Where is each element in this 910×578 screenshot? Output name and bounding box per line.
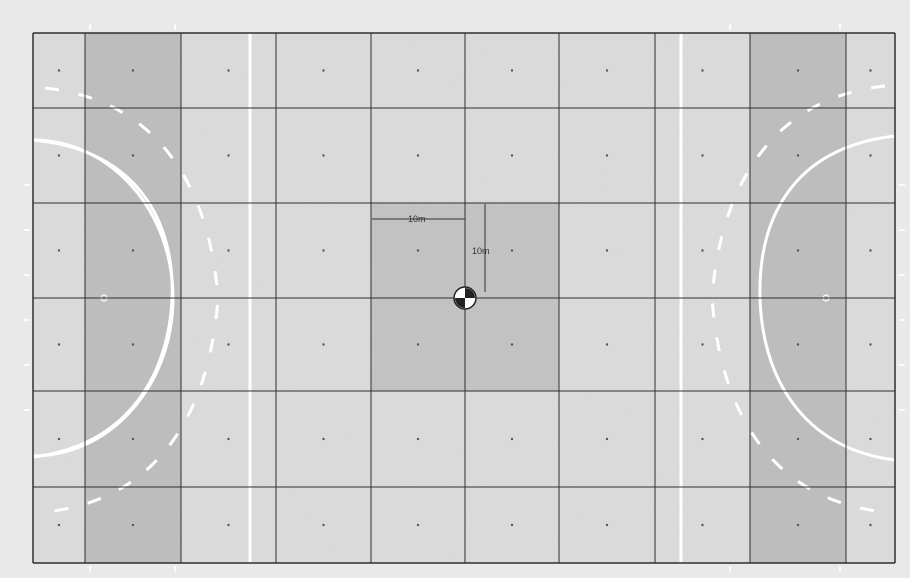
vertical-measure-label: 10m <box>472 246 490 256</box>
cell-center-dot <box>57 154 61 157</box>
cell-center-dot <box>605 343 609 346</box>
cell-center-dot <box>322 69 325 72</box>
cell-center-dot <box>57 249 61 252</box>
cell-center-dot <box>701 523 704 527</box>
cell-center-dot <box>57 523 61 527</box>
cell-center-dot <box>796 523 800 527</box>
grid-lines <box>32 32 896 564</box>
cell-center-dots <box>57 69 872 527</box>
cell-center-dot <box>131 437 135 441</box>
cell-center-dot <box>701 154 704 157</box>
cell-center-dot <box>701 437 704 441</box>
cell-center-dot <box>701 249 704 252</box>
measurement-annotations: 10m 10m <box>372 204 490 292</box>
cell-center-dot <box>57 437 61 441</box>
cell-center-dot <box>605 437 609 441</box>
cell-center-dot <box>869 69 872 72</box>
cell-center-dot <box>605 523 609 527</box>
cell-center-dot <box>227 523 230 527</box>
cell-center-dot <box>510 154 514 157</box>
cell-center-dot <box>510 523 514 527</box>
cell-center-dot <box>869 437 872 441</box>
cell-center-dot <box>131 249 135 252</box>
cell-center-dot <box>416 343 420 346</box>
center-target-icon <box>453 286 477 310</box>
cell-center-dot <box>131 523 135 527</box>
horizontal-measure-label: 10m <box>408 214 426 224</box>
cell-center-dot <box>322 437 325 441</box>
cell-center-dot <box>605 69 609 72</box>
cell-center-dot <box>227 437 230 441</box>
cell-center-dot <box>322 523 325 527</box>
cell-center-dot <box>510 249 514 252</box>
cell-center-dot <box>510 437 514 441</box>
cell-center-dot <box>869 249 872 252</box>
cell-center-dot <box>796 437 800 441</box>
cell-center-dot <box>416 523 420 527</box>
cell-center-dot <box>701 69 704 72</box>
cell-center-dot <box>131 69 135 72</box>
cell-center-dot <box>322 154 325 157</box>
cell-center-dot <box>416 69 420 72</box>
cell-center-dot <box>57 343 61 346</box>
edge-tick-marks <box>24 24 905 572</box>
cell-center-dot <box>869 154 872 157</box>
cell-center-dot <box>227 69 230 72</box>
cell-center-dot <box>131 154 135 157</box>
cell-center-dot <box>227 154 230 157</box>
cell-center-dot <box>796 343 800 346</box>
cell-center-dot <box>605 154 609 157</box>
cell-center-dot <box>416 249 420 252</box>
cell-center-dot <box>227 343 230 346</box>
cell-center-dot <box>57 69 61 72</box>
cell-center-dot <box>869 343 872 346</box>
cell-center-dot <box>416 437 420 441</box>
cell-center-dot <box>131 343 135 346</box>
cell-center-dot <box>322 343 325 346</box>
cell-center-dot <box>322 249 325 252</box>
cell-center-dot <box>796 154 800 157</box>
cell-center-dot <box>510 343 514 346</box>
cell-center-dot <box>605 249 609 252</box>
cell-center-dot <box>227 249 230 252</box>
cell-center-dot <box>796 249 800 252</box>
cell-center-dot <box>510 69 514 72</box>
cell-center-dot <box>869 523 872 527</box>
cell-center-dot <box>796 69 800 72</box>
cell-center-dot <box>416 154 420 157</box>
cell-center-dot <box>701 343 704 346</box>
